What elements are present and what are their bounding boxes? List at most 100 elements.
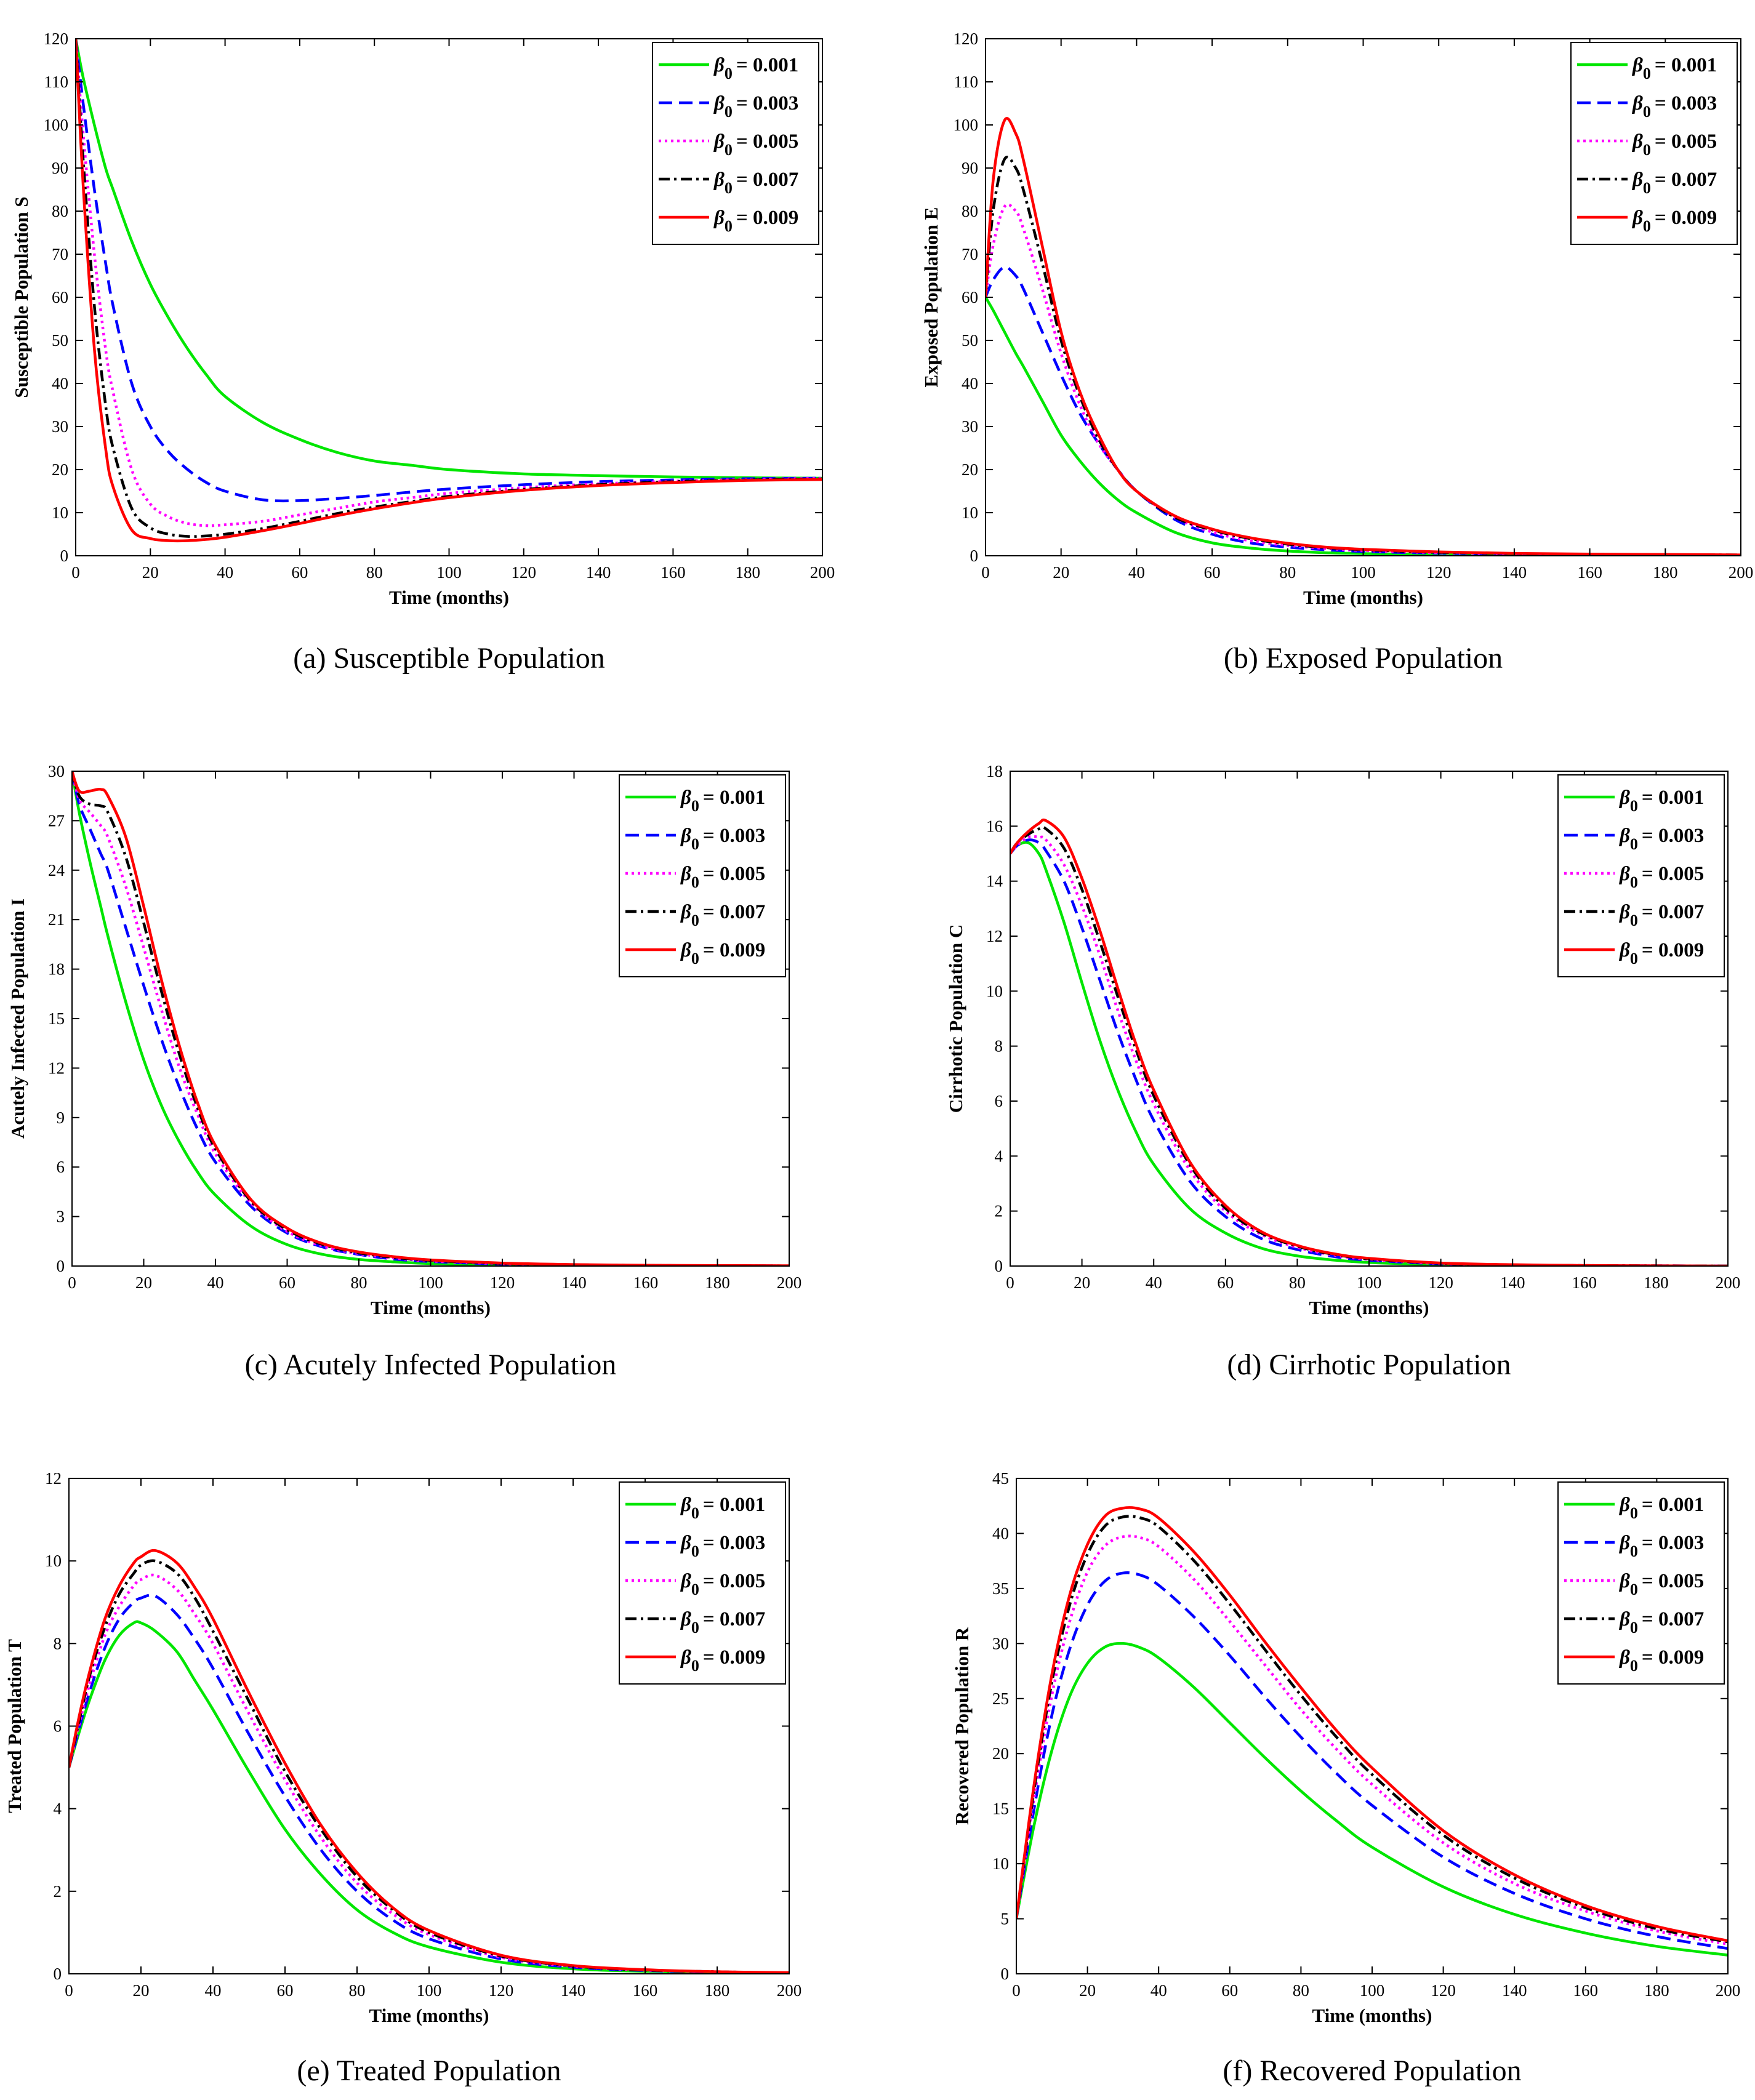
- y-tick-label: 12: [45, 1469, 62, 1488]
- y-tick-label: 10: [52, 503, 68, 522]
- legend-entry: β0 = 0.003: [680, 1532, 765, 1560]
- legend-entry: β0 = 0.005: [1618, 863, 1704, 891]
- legend-entry: β0 = 0.001: [713, 54, 798, 82]
- y-tick-label: 60: [52, 288, 68, 307]
- x-axis-label: Time (months): [371, 1297, 491, 1318]
- x-tick-label: 80: [1279, 563, 1296, 582]
- legend-subscript: 0: [1630, 950, 1638, 968]
- legend-value: = 0.007: [736, 169, 798, 191]
- legend-subscript: 0: [691, 797, 699, 815]
- legend-subscript: 0: [1630, 1581, 1638, 1598]
- y-tick-label: 40: [992, 1524, 1009, 1542]
- legend-entry: β0 = 0.005: [713, 130, 798, 159]
- panel-susceptible: 0 20 40 60 80 100 120 140 160 180 200 0 10 20 30 40 50 60…: [10, 30, 835, 675]
- x-tick-label: 80: [349, 1981, 366, 2000]
- legend-entry: β0 = 0.001: [680, 1494, 765, 1522]
- legend-entry: β0 = 0.009: [1631, 207, 1717, 235]
- legend-beta-symbol: β: [713, 54, 725, 76]
- y-tick-label: 30: [52, 417, 68, 436]
- series-line-beta-0.005: [986, 203, 1741, 556]
- legend-beta-symbol: β: [713, 169, 725, 191]
- y-axis-label: Recovered Population R: [951, 1627, 973, 1825]
- x-tick-label: 120: [512, 563, 537, 582]
- x-tick-label: 100: [1351, 563, 1376, 582]
- legend-beta-symbol: β: [680, 787, 691, 809]
- legend-subscript: 0: [691, 912, 699, 929]
- legend-box: [1557, 774, 1725, 977]
- y-tick-label: 9: [57, 1108, 65, 1127]
- legend-value: = 0.005: [703, 1570, 765, 1592]
- legend-beta-symbol: β: [713, 130, 725, 153]
- x-tick-label: 100: [1360, 1981, 1385, 2000]
- legend-value: = 0.001: [1655, 54, 1717, 76]
- legend-subscript: 0: [691, 1657, 699, 1675]
- legend-subscript: 0: [1630, 1657, 1638, 1675]
- x-tick-label: 200: [1716, 1981, 1741, 2000]
- legend-box: [652, 42, 819, 245]
- y-tick-label: 110: [954, 73, 979, 91]
- x-tick-label: 60: [279, 1273, 295, 1292]
- x-tick-label: 60: [291, 563, 308, 582]
- legend-entry: β0 = 0.009: [680, 1646, 765, 1675]
- legend-beta-symbol: β: [680, 825, 691, 847]
- legend-entry: β0 = 0.001: [1618, 1494, 1704, 1522]
- legend-beta-symbol: β: [1618, 1608, 1630, 1630]
- series-group: [76, 39, 822, 543]
- y-tick-label: 5: [1001, 1910, 1010, 1928]
- legend-beta-symbol: β: [1631, 130, 1643, 153]
- legend-subscript: 0: [1630, 835, 1638, 853]
- y-tick-label: 4: [54, 1800, 62, 1818]
- legend-entry: β0 = 0.001: [1631, 54, 1717, 82]
- x-tick-label: 180: [705, 1273, 730, 1292]
- y-axis-label: Susceptible Population S: [10, 196, 32, 398]
- legend-subscript: 0: [1630, 797, 1638, 815]
- legend-beta-symbol: β: [680, 1608, 691, 1630]
- series-line-beta-0.001: [1016, 1641, 1728, 1957]
- legend-subscript: 0: [1630, 1619, 1638, 1637]
- legend-subscript: 0: [725, 141, 733, 159]
- legend-entry: β0 = 0.007: [680, 901, 765, 929]
- legend-subscript: 0: [691, 950, 699, 968]
- legend-beta-symbol: β: [1618, 1494, 1630, 1516]
- x-tick-label: 160: [633, 1981, 658, 2000]
- legend-beta-symbol: β: [1618, 901, 1630, 923]
- y-tick-label: 90: [962, 159, 978, 177]
- y-tick-label: 70: [962, 245, 978, 263]
- legend-value: = 0.009: [1642, 1646, 1704, 1669]
- y-axis-label: Treated Population T: [4, 1639, 25, 1813]
- legend-entry: β0 = 0.001: [1618, 787, 1704, 815]
- legend-value: = 0.003: [1642, 1532, 1704, 1554]
- x-tick-label: 20: [135, 1273, 152, 1292]
- legend-entry: β0 = 0.003: [680, 825, 765, 853]
- x-tick-label: 20: [1074, 1273, 1090, 1292]
- y-tick-label: 20: [992, 1744, 1009, 1763]
- legend-beta-symbol: β: [680, 901, 691, 923]
- x-tick-label: 140: [586, 563, 611, 582]
- legend-subscript: 0: [691, 835, 699, 853]
- x-tick-label: 100: [1357, 1273, 1382, 1292]
- panel-caption: (a) Susceptible Population: [293, 642, 605, 675]
- legend-value: = 0.009: [736, 207, 798, 229]
- y-tick-label: 30: [992, 1634, 1009, 1653]
- x-tick-label: 60: [277, 1981, 294, 2000]
- y-tick-label: 24: [48, 861, 65, 880]
- x-tick-label: 160: [1573, 1981, 1599, 2000]
- legend-value: = 0.005: [1642, 863, 1704, 885]
- y-tick-label: 30: [962, 417, 978, 436]
- legend-subscript: 0: [725, 179, 733, 197]
- y-tick-label: 45: [992, 1469, 1009, 1488]
- panel-caption: (c) Acutely Infected Population: [245, 1349, 617, 1381]
- y-tick-label: 10: [962, 503, 978, 522]
- panel-acutely-infected: 0 20 40 60 80 100 120 140 160 180 200 0 3 6 9 12 15 18 21 2…: [7, 762, 801, 1381]
- x-tick-label: 40: [1128, 563, 1145, 582]
- y-tick-label: 25: [992, 1689, 1009, 1708]
- y-tick-label: 120: [44, 30, 69, 48]
- legend-value: = 0.001: [703, 787, 765, 809]
- legend-entry: β0 = 0.007: [1618, 1608, 1704, 1637]
- legend-subscript: 0: [1643, 65, 1651, 82]
- y-tick-label: 100: [954, 116, 979, 134]
- panel-exposed: 0 20 40 60 80 100 120 140 160 180 200 0 10 20 30 40 50 60…: [920, 30, 1753, 675]
- series-line-beta-0.009: [76, 39, 822, 543]
